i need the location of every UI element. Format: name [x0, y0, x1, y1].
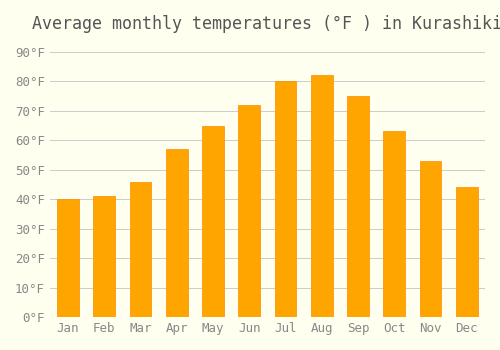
Bar — [311, 76, 332, 317]
Bar — [166, 149, 188, 317]
Bar — [347, 96, 369, 317]
Bar — [57, 199, 79, 317]
Bar — [274, 81, 296, 317]
Bar — [420, 161, 442, 317]
Bar — [384, 132, 405, 317]
Title: Average monthly temperatures (°F ) in Kurashiki: Average monthly temperatures (°F ) in Ku… — [32, 15, 500, 33]
Bar — [238, 105, 260, 317]
Bar — [202, 126, 224, 317]
Bar — [94, 196, 115, 317]
Bar — [456, 188, 477, 317]
Bar — [130, 182, 152, 317]
